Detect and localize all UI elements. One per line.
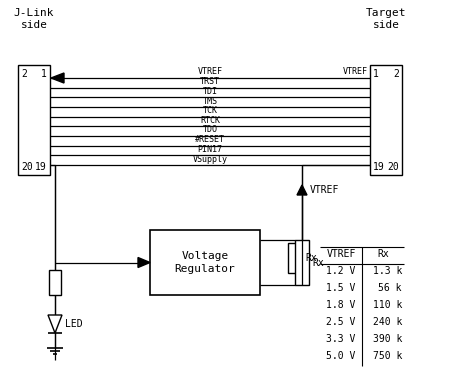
Text: 5.0 V: 5.0 V bbox=[326, 351, 355, 361]
Text: 56 k: 56 k bbox=[377, 283, 401, 293]
Text: J-Link
side: J-Link side bbox=[14, 8, 54, 29]
Text: 1.3 k: 1.3 k bbox=[372, 266, 401, 276]
Text: 1.8 V: 1.8 V bbox=[326, 300, 355, 310]
Text: 2: 2 bbox=[392, 69, 398, 79]
Text: VTREF: VTREF bbox=[309, 185, 339, 195]
Text: #RESET: #RESET bbox=[194, 135, 225, 144]
Text: 1.5 V: 1.5 V bbox=[326, 283, 355, 293]
Text: VTREF: VTREF bbox=[326, 249, 355, 259]
Text: 1: 1 bbox=[372, 69, 378, 79]
Text: 20: 20 bbox=[21, 162, 32, 172]
Text: 750 k: 750 k bbox=[372, 351, 401, 361]
Text: TRST: TRST bbox=[199, 77, 220, 86]
Polygon shape bbox=[138, 257, 150, 267]
Text: Voltage
Regulator: Voltage Regulator bbox=[174, 251, 235, 274]
Bar bbox=[287, 243, 301, 273]
Text: 19: 19 bbox=[372, 162, 384, 172]
Text: VTREF: VTREF bbox=[342, 67, 367, 76]
Text: 20: 20 bbox=[387, 162, 398, 172]
Polygon shape bbox=[51, 73, 64, 83]
Text: 19: 19 bbox=[35, 162, 47, 172]
Text: TMS: TMS bbox=[202, 97, 217, 105]
Text: 2.5 V: 2.5 V bbox=[326, 317, 355, 327]
Text: VSupply: VSupply bbox=[192, 154, 227, 164]
Text: VTREF: VTREF bbox=[197, 67, 222, 77]
Text: 240 k: 240 k bbox=[372, 317, 401, 327]
Bar bbox=[18, 65, 50, 175]
Bar bbox=[49, 270, 61, 295]
Text: 390 k: 390 k bbox=[372, 334, 401, 344]
Text: TCK: TCK bbox=[202, 106, 217, 115]
Text: 3.3 V: 3.3 V bbox=[326, 334, 355, 344]
Text: 1: 1 bbox=[41, 69, 47, 79]
Text: 1.2 V: 1.2 V bbox=[326, 266, 355, 276]
Text: Rx: Rx bbox=[376, 249, 388, 259]
Text: Rx: Rx bbox=[304, 253, 316, 263]
Text: Target
side: Target side bbox=[365, 8, 405, 29]
Polygon shape bbox=[296, 185, 306, 195]
Text: 110 k: 110 k bbox=[372, 300, 401, 310]
Text: RTCK: RTCK bbox=[199, 116, 220, 125]
Text: Rx: Rx bbox=[311, 257, 323, 267]
Bar bbox=[369, 65, 401, 175]
Bar bbox=[295, 240, 308, 285]
Polygon shape bbox=[48, 315, 62, 333]
Text: TDI: TDI bbox=[202, 87, 217, 96]
Text: 2: 2 bbox=[21, 69, 27, 79]
Text: TDO: TDO bbox=[202, 126, 217, 134]
Bar bbox=[150, 230, 259, 295]
Text: PIN17: PIN17 bbox=[197, 145, 222, 154]
Text: LED: LED bbox=[65, 319, 83, 329]
